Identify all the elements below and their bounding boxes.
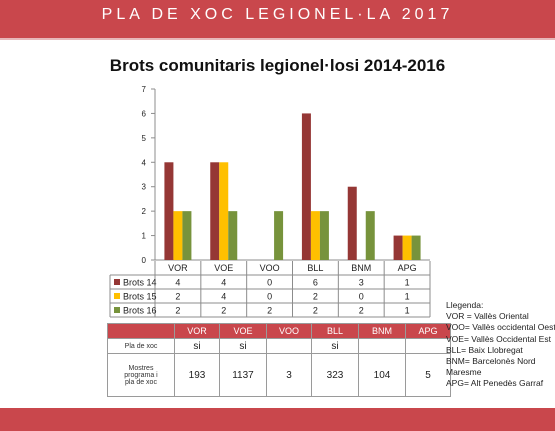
program-table-cell: si xyxy=(174,338,220,354)
region-legend-item: VOR = Vallès Oriental xyxy=(446,311,529,322)
bar xyxy=(393,235,403,260)
program-table-cell xyxy=(358,338,406,354)
program-table-cell: si xyxy=(219,338,267,354)
data-label: 2 xyxy=(267,306,272,316)
data-label: 0 xyxy=(359,292,364,302)
footer-banner xyxy=(0,408,555,431)
bar xyxy=(365,211,375,260)
y-tick-label: 0 xyxy=(142,256,147,265)
x-tick-label: VOR xyxy=(168,263,188,273)
data-label: 2 xyxy=(175,306,180,316)
x-tick-label: VOE xyxy=(214,263,233,273)
x-tick-label: VOO xyxy=(260,263,280,273)
data-label: 3 xyxy=(359,278,364,288)
legend-swatch xyxy=(114,279,120,285)
bar xyxy=(182,211,192,260)
legend-label: Brots 15 xyxy=(123,292,157,302)
region-legend-item: BNM= Barcelonès Nord xyxy=(446,356,536,367)
bar xyxy=(301,113,311,260)
y-tick-label: 4 xyxy=(142,158,147,167)
region-legend-item: APG= Alt Penedès Garraf xyxy=(446,378,544,389)
bar xyxy=(310,211,320,260)
program-table-cell: 193 xyxy=(174,353,220,397)
region-legend: Llegenda: VOR = Vallès Oriental VOO= Val… xyxy=(446,300,555,390)
data-label: 1 xyxy=(405,292,410,302)
program-table-cell xyxy=(405,338,451,354)
program-table-cell: 104 xyxy=(358,353,406,397)
page-title: PLA DE XOC LEGIONEL·LA 2017 xyxy=(101,6,454,23)
region-legend-item: BLL= Baix Llobregat xyxy=(446,344,523,355)
chart-title: Brots comunitaris legionel·losi 2014-201… xyxy=(109,56,446,75)
program-table: VOR VOE VOO BLL BNM APG Pla de xoc si si… xyxy=(107,323,451,397)
program-table-cell: si xyxy=(311,338,359,354)
program-table-row: Pla de xoc si si si xyxy=(107,338,451,354)
program-table-cell: 5 xyxy=(405,353,451,397)
region-legend-item: VOO= Vallès occidental Oest xyxy=(446,322,555,333)
header-divider xyxy=(0,38,555,40)
program-table-cell: 1137 xyxy=(219,353,267,397)
bar xyxy=(173,211,183,260)
data-label: 2 xyxy=(221,306,226,316)
program-table-row-label-line: programa i xyxy=(124,371,158,379)
program-table-col-header: BNM xyxy=(358,323,406,339)
bar xyxy=(164,162,174,260)
x-tick-label: APG xyxy=(398,263,417,273)
program-table-col-header: VOR xyxy=(174,323,220,339)
region-legend-item: VOE= Vallès Occidental Est xyxy=(446,333,551,344)
y-tick-label: 1 xyxy=(142,232,147,241)
region-legend-heading: Llegenda: xyxy=(446,300,484,310)
bar xyxy=(210,162,220,260)
y-tick-label: 5 xyxy=(142,134,147,143)
program-table-header-row: VOR VOE VOO BLL BNM APG xyxy=(107,323,451,339)
program-table-corner xyxy=(107,323,175,339)
y-tick-label: 7 xyxy=(142,85,147,94)
bar xyxy=(228,211,238,260)
program-table-cell: 323 xyxy=(311,353,359,397)
bar xyxy=(411,235,421,260)
program-table-row: Mostres programa i pla de xoc 193 1137 3… xyxy=(107,353,451,397)
data-label: 4 xyxy=(221,278,226,288)
y-tick-label: 2 xyxy=(142,207,147,216)
legend-swatch xyxy=(114,307,120,313)
data-label: 1 xyxy=(405,278,410,288)
program-table-cell: 3 xyxy=(266,353,312,397)
legend-label: Brots 16 xyxy=(123,306,157,316)
data-label: 4 xyxy=(175,278,180,288)
y-tick-label: 6 xyxy=(142,109,147,118)
data-label: 2 xyxy=(175,292,180,302)
data-label: 1 xyxy=(405,306,410,316)
region-legend-item: Maresme xyxy=(446,367,482,378)
program-table-col-header: BLL xyxy=(311,323,359,339)
bar xyxy=(319,211,329,260)
data-label: 0 xyxy=(267,278,272,288)
bar xyxy=(274,211,284,260)
y-tick-label: 3 xyxy=(142,183,147,192)
bar xyxy=(219,162,229,260)
program-table-row-label-line: Mostres xyxy=(128,364,154,372)
data-label: 2 xyxy=(359,306,364,316)
x-tick-label: BNM xyxy=(351,263,371,273)
program-table-row-label: Mostres programa i pla de xoc xyxy=(107,353,175,397)
legend-swatch xyxy=(114,293,120,299)
data-label: 6 xyxy=(313,278,318,288)
data-label: 4 xyxy=(221,292,226,302)
data-label: 2 xyxy=(313,292,318,302)
bar xyxy=(402,235,412,260)
program-table-row-label: Pla de xoc xyxy=(107,338,175,354)
program-table-col-header: VOO xyxy=(266,323,312,339)
program-table-cell xyxy=(266,338,312,354)
program-table-row-label-line: pla de xoc xyxy=(125,378,157,386)
x-tick-label: BLL xyxy=(307,263,323,273)
bar xyxy=(347,186,357,260)
header-banner: PLA DE XOC LEGIONEL·LA 2017 xyxy=(0,0,555,38)
program-table-col-header: VOE xyxy=(219,323,267,339)
legend-label: Brots 14 xyxy=(123,278,157,288)
data-label: 2 xyxy=(313,306,318,316)
data-label: 0 xyxy=(267,292,272,302)
program-table-col-header: APG xyxy=(405,323,451,339)
